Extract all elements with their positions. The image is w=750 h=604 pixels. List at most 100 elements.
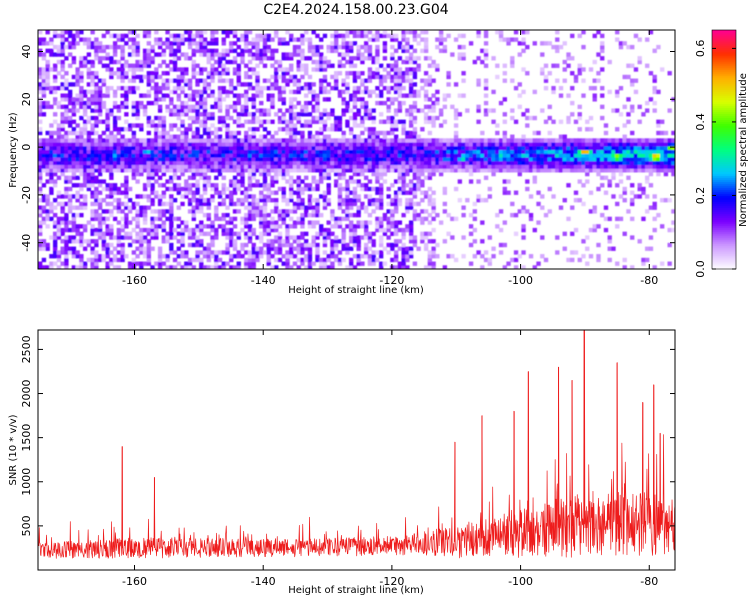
heatmap-cell	[172, 48, 178, 53]
heatmap-cell	[611, 138, 616, 143]
heatmap-cell	[281, 168, 286, 173]
heatmap-cell	[101, 231, 107, 236]
heatmap-cell	[172, 171, 178, 177]
heatmap-cell	[498, 30, 504, 35]
heatmap-cell	[90, 59, 95, 65]
heatmap-cell	[596, 242, 601, 248]
heatmap-cell	[247, 134, 253, 139]
heatmap-cell	[446, 160, 451, 166]
heatmap-cell	[202, 183, 208, 188]
heatmap-cell	[135, 164, 140, 169]
heatmap-cell	[292, 74, 298, 80]
heatmap-cell	[356, 48, 361, 53]
heatmap-cell	[360, 171, 365, 177]
heatmap-cell	[38, 220, 43, 225]
heatmap-cell	[367, 160, 373, 166]
heatmap-cell	[41, 183, 47, 188]
heatmap-cell	[296, 216, 301, 222]
heatmap-cell	[101, 164, 107, 169]
heatmap-cell	[274, 67, 279, 72]
heatmap-cell	[225, 168, 230, 173]
heatmap-cell	[79, 201, 84, 207]
heatmap-cell	[577, 67, 582, 72]
heatmap-cell	[210, 123, 215, 128]
heatmap-cell	[367, 52, 373, 57]
heatmap-cell	[67, 186, 73, 192]
heatmap-cell	[127, 86, 133, 91]
heatmap-cell	[566, 216, 571, 222]
heatmap-cell	[210, 33, 215, 39]
heatmap-cell	[236, 71, 241, 76]
heatmap-cell	[161, 97, 166, 102]
heatmap-cell	[41, 145, 47, 151]
heatmap-cell	[191, 153, 196, 158]
heatmap-cell	[142, 216, 148, 222]
heatmap-cell	[259, 216, 264, 222]
heatmap-cell	[360, 56, 365, 61]
heatmap-cell	[274, 112, 279, 117]
heatmap-cell	[371, 153, 376, 158]
heatmap-cell	[375, 179, 380, 184]
heatmap-cell	[528, 160, 534, 166]
heatmap-cell	[491, 168, 496, 173]
heatmap-cell	[581, 78, 586, 83]
heatmap-cell	[296, 145, 301, 151]
heatmap-cell	[322, 242, 328, 248]
heatmap-cell	[240, 153, 245, 158]
heatmap-cell	[600, 145, 605, 151]
heatmap-cell	[352, 235, 358, 240]
heatmap-cell	[555, 30, 560, 35]
heatmap-cell	[416, 134, 421, 139]
heatmap-cell	[461, 44, 466, 50]
heatmap-cell	[64, 153, 69, 158]
heatmap-cell	[423, 112, 429, 117]
heatmap-cell	[221, 250, 226, 255]
heatmap-cell	[337, 71, 343, 76]
heatmap-cell	[337, 127, 343, 132]
heatmap-cell	[431, 205, 436, 210]
heatmap-cell	[56, 156, 62, 162]
heatmap-cell	[416, 93, 421, 98]
heatmap-cell	[349, 149, 354, 154]
heatmap-cell	[244, 130, 249, 136]
heatmap-cell	[289, 67, 294, 72]
heatmap-cell	[49, 156, 54, 162]
heatmap-cell	[315, 130, 320, 136]
heatmap-cell	[397, 175, 403, 180]
heatmap-cell	[341, 235, 346, 240]
heatmap-cell	[468, 142, 474, 147]
heatmap-cell	[52, 142, 58, 147]
heatmap-cell	[334, 119, 339, 124]
heatmap-cell	[585, 160, 590, 166]
heatmap-cell	[247, 30, 253, 35]
heatmap-cell	[285, 145, 290, 151]
heatmap-cell	[38, 209, 43, 214]
heatmap-cell	[468, 231, 474, 236]
heatmap-cell	[386, 74, 391, 80]
heatmap-cell	[349, 130, 354, 136]
heatmap-cell	[427, 145, 433, 151]
heatmap-cell	[307, 257, 313, 263]
heatmap-cell	[393, 142, 399, 147]
heatmap-cell	[367, 138, 373, 143]
heatmap-cell	[251, 209, 256, 214]
heatmap-cell	[161, 254, 166, 259]
heatmap-cell	[221, 153, 226, 158]
heatmap-cell	[255, 153, 260, 158]
heatmap-cell	[112, 59, 118, 65]
heatmap-cell	[150, 59, 155, 65]
heatmap-cell	[64, 261, 69, 266]
heatmap-cell	[420, 142, 425, 147]
heatmap-cell	[90, 127, 95, 132]
heatmap-cell	[334, 171, 339, 177]
heatmap-cell	[225, 164, 230, 169]
heatmap-cell	[56, 130, 62, 136]
heatmap-cell	[386, 160, 391, 166]
heatmap-cell	[142, 261, 148, 266]
heatmap-cell	[64, 201, 69, 207]
heatmap-cell	[187, 242, 193, 248]
heatmap-cell	[244, 41, 249, 46]
heatmap-cell	[154, 37, 159, 42]
heatmap-cell	[64, 246, 69, 251]
heatmap-cell	[124, 153, 129, 158]
